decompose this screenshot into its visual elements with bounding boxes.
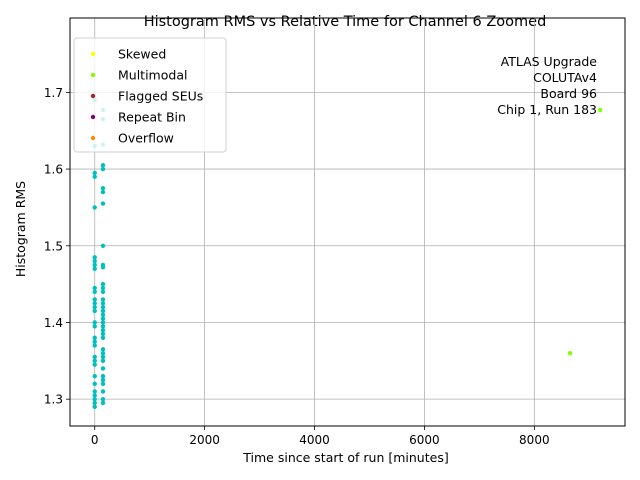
data-point [100,350,106,356]
data-point [100,301,106,306]
data-point [100,316,106,321]
legend-marker [90,51,96,57]
data-point [100,166,106,172]
data-point [100,327,106,333]
data-point [100,324,106,329]
legend: Skewed Multimodal Flagged SEUs Repeat Bin Ov… [73,37,227,153]
data-point [92,304,97,310]
data-point [100,347,106,352]
data-point [92,258,97,264]
data-point [92,339,97,344]
data-point [100,289,106,294]
legend-box [73,37,227,153]
y-tick-label: 1.5 [44,239,63,253]
legend-marker [90,114,96,120]
y-axis: 1.3 1.4 1.5 1.6 1.7 [44,86,70,407]
data-point [92,393,97,398]
legend-label: Overflow [118,131,174,146]
data-point [100,354,106,360]
data-point [100,262,106,268]
data-point [100,308,106,314]
annotation-line: Board 96 [540,86,597,101]
data-point [92,358,97,364]
data-point [100,163,106,168]
data-point [92,396,97,402]
legend-marker [90,93,96,99]
data-point [92,335,97,341]
data-point [92,343,97,348]
annotation-line: Chip 1, Run 183 [497,102,597,117]
data-point [100,189,106,195]
data-point [92,320,97,325]
data-point [92,404,97,410]
y-axis-label: Histogram RMS [13,181,28,277]
data-point [100,331,106,337]
data-point [100,304,106,310]
x-tick-label: 2000 [189,433,220,447]
data-point [100,320,106,325]
data-point [92,400,97,406]
x-tick-label: 0 [91,433,99,447]
y-tick-label: 1.4 [44,316,63,330]
x-axis-label: Time since start of run [minutes] [242,450,448,465]
data-point [100,281,106,287]
data-point [92,362,97,367]
y-tick-label: 1.6 [44,163,63,177]
data-point [100,396,106,402]
data-point [92,301,97,306]
x-axis: 0 2000 4000 6000 8000 [91,426,550,447]
data-point [92,285,97,291]
y-tick-label: 1.7 [44,86,63,100]
data-point [100,201,106,206]
plot-frame [69,17,626,427]
data-point [92,262,97,268]
data-point [92,389,97,394]
legend-marker [90,72,96,78]
x-tick-label: 4000 [299,433,330,447]
legend-marker [90,135,96,141]
legend-label: Flagged SEUs [118,89,203,104]
data-point [100,373,106,379]
data-point [100,335,106,341]
data-point [92,381,97,387]
data-point [92,354,97,360]
data-point [100,297,106,302]
data-point [92,297,97,302]
annotation-line: COLUTAv4 [533,70,597,85]
data-point [100,312,106,317]
legend-label: Skewed [118,47,166,62]
data-point [100,400,106,406]
chart-title: Histogram RMS vs Relative Time for Chann… [144,14,547,30]
data-point [92,255,97,260]
x-tick-label: 8000 [519,433,550,447]
data-point [100,285,106,291]
y-tick-label: 1.3 [44,393,63,407]
data-point [92,289,97,294]
data-point [598,107,603,113]
data-point [92,324,97,329]
data-point [100,186,106,191]
legend-label: Multimodal [118,68,187,83]
data-point [100,381,106,387]
annotation-line: ATLAS Upgrade [501,54,598,69]
data-point [92,373,97,379]
data-point [567,350,573,356]
data-point [100,377,106,383]
data-point [92,205,97,210]
x-tick-label: 6000 [409,433,440,447]
legend-label: Repeat Bin [118,110,186,125]
data-point [100,358,106,364]
data-point [92,174,97,179]
data-point [100,389,106,394]
data-point [92,266,97,271]
data-point [100,366,106,371]
data-point [92,308,97,314]
data-point [100,243,106,248]
data-point [92,170,97,176]
